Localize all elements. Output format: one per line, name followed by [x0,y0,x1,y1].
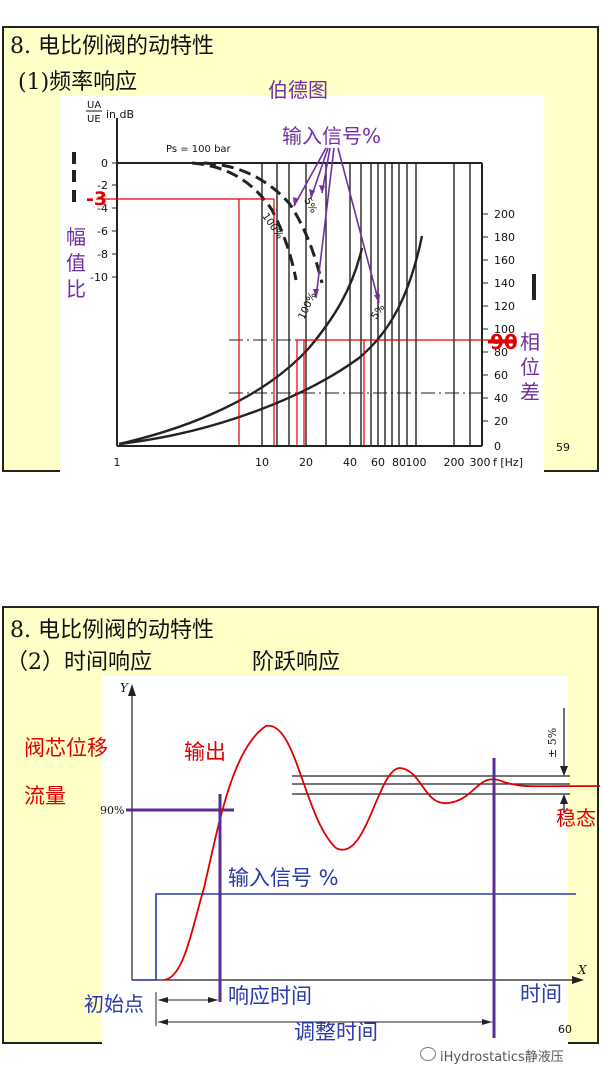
left-tick-label: -6 [97,225,108,238]
x-tick-label: 100 [406,456,427,469]
bode-figure-area [60,96,544,472]
slide-subtitle: （2）时间响应 [6,650,152,675]
x-axis-unit: f [Hz] [493,456,523,469]
x-tick-label: 200 [444,456,465,469]
right-tick-label: 0 [494,440,501,453]
ua-label: UA [87,100,101,111]
bode-diagram-title: 伯德图 [268,78,328,102]
slide-subtitle: (1)频率响应 [18,70,138,95]
left-tick-label: -8 [97,248,108,261]
left-tick-label: -4 [97,202,108,215]
bode-plot: UA UE in dB Ps = 100 bar 5% 100% 100% 5%… [72,100,536,469]
valve-displacement-label: 阀芯位移 [24,736,108,760]
x-tick-label: 60 [371,456,385,469]
right-tick-label: 200 [494,208,515,221]
right-tick-label: 120 [494,300,515,313]
left-tick-label: -10 [90,271,108,284]
curve-label-100-solid: 100% [297,291,319,322]
input-signal-label: 输入信号% [282,124,382,148]
x-tick-label: 1 [114,456,121,469]
output-label: 输出 [184,740,226,764]
right-tick-label: 40 [494,392,508,405]
x-tick-label: 10 [255,456,269,469]
settling-time-label: 调整时间 [294,1020,378,1044]
watermark: iHydrostatics静液压 [440,1050,564,1065]
amplitude-ratio-label: 幅值比 [66,225,86,301]
steady-state-label: 稳态 [556,806,596,830]
ps-label: Ps = 100 bar [166,144,232,155]
ninety-percent-label: 90% [100,804,124,817]
right-tick-label: 180 [494,231,515,244]
left-tick-label: -2 [97,179,108,192]
step-response-title: 阶跃响应 [252,650,341,675]
x-axis-label: X [577,963,587,977]
minus-three-label: -3 [86,188,108,210]
y-axis-label: Y [120,681,129,695]
response-time-label: 响应时间 [228,984,312,1008]
wechat-icon [420,1047,436,1061]
page-number: 60 [558,1023,572,1036]
right-tick-label: 60 [494,369,508,382]
time-label: 时间 [520,982,562,1006]
right-tick-label: 100 [494,323,515,336]
ninety-label: 90 [490,330,518,354]
plus-minus-5-label: ± 5% [546,728,559,758]
slide-title: 8. 电比例阀的动特性 [10,34,214,59]
right-tick-label: 80 [494,346,508,359]
x-tick-label: 20 [299,456,313,469]
right-tick-label: 140 [494,277,515,290]
phase-difference-label: 相位差 [520,330,540,404]
in-db-label: in dB [106,108,134,121]
initial-point-label: 初始点 [84,992,144,1016]
slide-frequency-response: 8. 电比例阀的动特性 (1)频率响应 伯德图 输入信号% [2,26,599,472]
step-figure-area [102,676,568,1044]
page-number: 59 [556,441,570,454]
flow-label: 流量 [24,784,66,808]
x-tick-label: 40 [343,456,357,469]
right-tick-label: 160 [494,254,515,267]
input-signal-label: 输入信号 % [228,866,339,890]
slide-time-response: 8. 电比例阀的动特性 （2）时间响应 阶跃响应 [2,606,601,1044]
step-response-plot: Y X 90% ± 5% [100,681,601,1038]
ue-label: UE [87,114,101,125]
left-tick-label: 0 [101,157,108,170]
slide-title: 8. 电比例阀的动特性 [10,618,214,643]
curve-label-5-dashed: 5% [301,196,318,215]
x-tick-label: 300 [470,456,491,469]
x-tick-label: 80 [392,456,406,469]
right-tick-label: 20 [494,415,508,428]
